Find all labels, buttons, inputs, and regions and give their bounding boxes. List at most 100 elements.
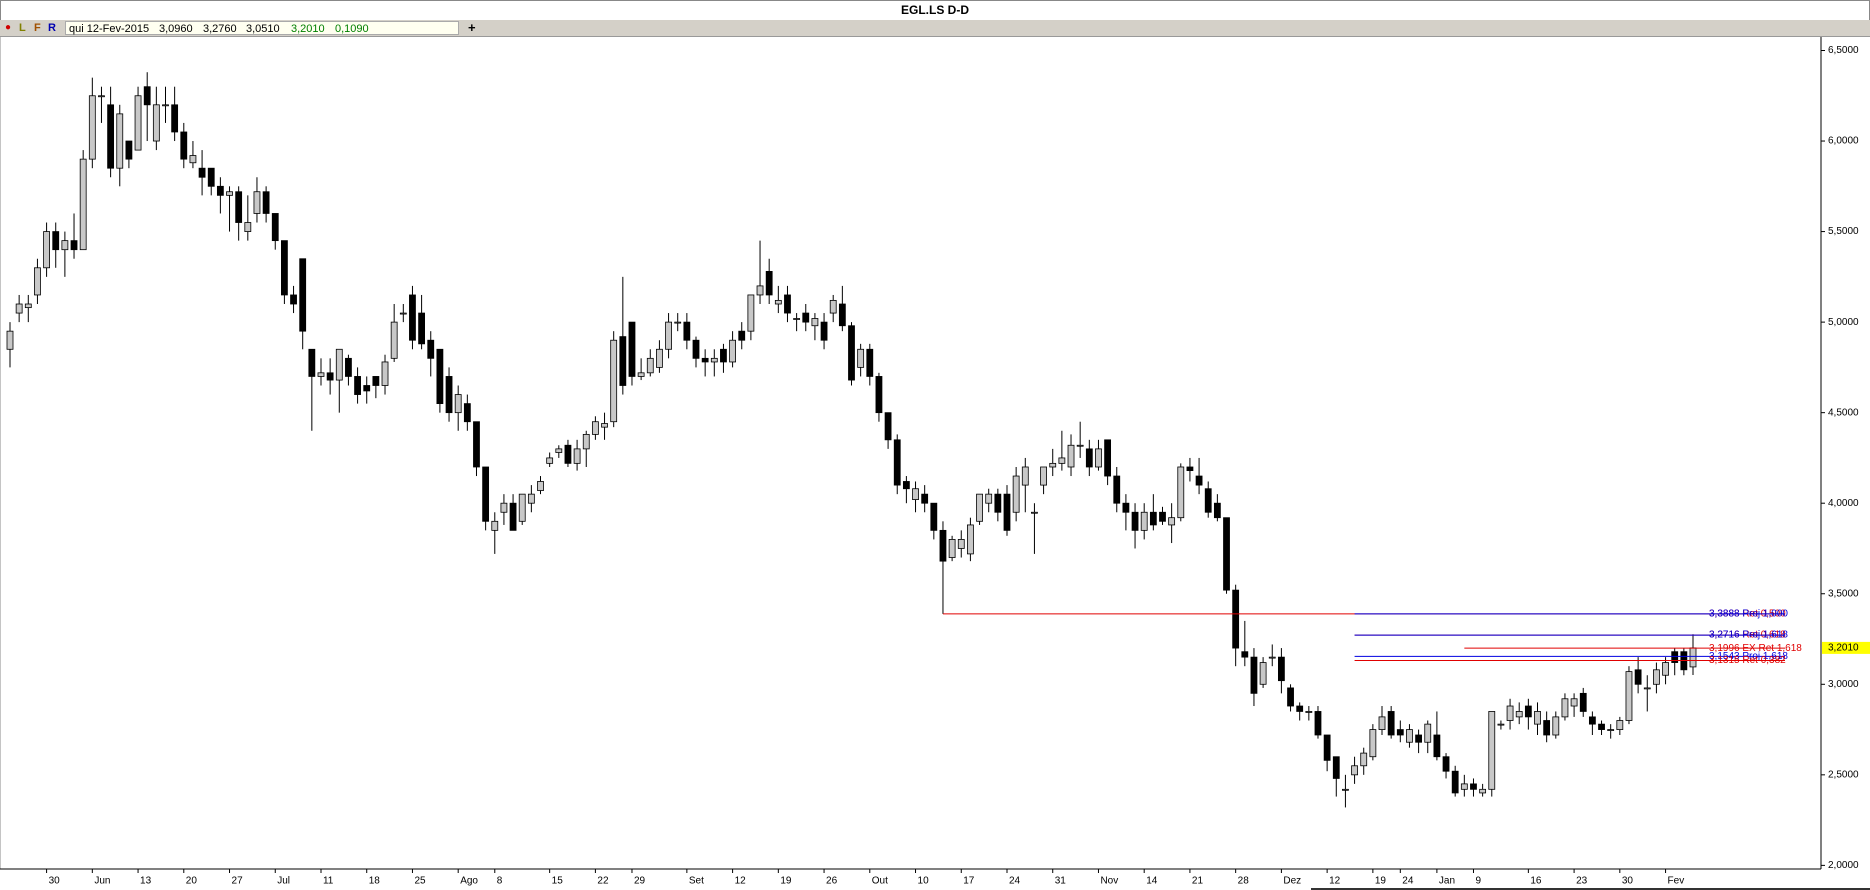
- candle-body: [628, 321, 636, 377]
- info-high: 3,2760: [203, 23, 237, 35]
- y-tick-label: 5,0000: [1828, 317, 1859, 328]
- x-tick-label: 16: [1530, 876, 1542, 887]
- candle-body: [1460, 783, 1468, 790]
- y-tick-label: 6,5000: [1828, 45, 1859, 56]
- candle-body: [34, 267, 41, 296]
- candle-body: [582, 433, 590, 450]
- candle-body: [1369, 729, 1377, 758]
- x-tick-label: 12: [1329, 876, 1341, 887]
- candle-body: [1689, 647, 1697, 668]
- candle-body: [610, 339, 618, 423]
- x-tick-label: Jun: [94, 876, 110, 887]
- y-tick-label: 3,0000: [1828, 679, 1859, 690]
- candle-body: [1186, 466, 1194, 472]
- x-tick-label: Dez: [1283, 876, 1301, 887]
- candle-body: [1552, 716, 1560, 736]
- candle-body: [1168, 517, 1176, 526]
- info-close: 3,2010: [291, 23, 325, 35]
- x-tick-label: 22: [597, 876, 609, 887]
- x-tick-label: 29: [634, 876, 646, 887]
- candle-body: [162, 104, 169, 107]
- candle-body: [948, 539, 956, 558]
- candle-body: [1442, 756, 1450, 772]
- candle-body: [1497, 723, 1505, 726]
- candle-body: [811, 318, 819, 327]
- add-button[interactable]: +: [468, 20, 476, 35]
- button-l[interactable]: L: [19, 22, 26, 34]
- candle-body: [555, 448, 563, 453]
- candle-body: [701, 357, 709, 363]
- candle-body: [1159, 511, 1166, 522]
- candle-body: [601, 423, 608, 428]
- candle-body: [262, 191, 270, 214]
- candle-body: [1122, 502, 1130, 513]
- x-tick-label: Jul: [277, 876, 290, 887]
- x-tick-label: 19: [1375, 876, 1387, 887]
- candle-body: [70, 240, 78, 251]
- candle-body: [994, 493, 1002, 513]
- candle-body: [957, 539, 965, 549]
- candle-body: [1534, 711, 1541, 725]
- candle-body: [116, 113, 124, 169]
- x-tick-label: 17: [963, 876, 975, 887]
- candle-body: [1588, 716, 1596, 725]
- x-tick-label: 21: [1192, 876, 1204, 887]
- x-tick-label: 25: [414, 876, 426, 887]
- x-tick-label: 31: [1055, 876, 1067, 887]
- x-tick-label: 8: [497, 876, 503, 887]
- candle-body: [198, 167, 206, 178]
- candle-body: [1653, 669, 1660, 685]
- info-low: 3,0510: [246, 23, 280, 35]
- candle-body: [1296, 705, 1304, 712]
- level-label: 3,1996 EX Ret 1,618: [1709, 643, 1802, 654]
- candle-body: [1634, 669, 1642, 685]
- candle-body: [1250, 656, 1258, 694]
- y-tick-label: 5,5000: [1828, 226, 1859, 237]
- candle-body: [537, 481, 544, 491]
- candle-body: [1396, 729, 1404, 736]
- candle-body: [299, 258, 307, 332]
- candle-body: [1351, 765, 1358, 776]
- candle-body: [354, 376, 361, 395]
- x-tick-label: Jan: [1439, 876, 1455, 887]
- candle-body: [656, 348, 663, 368]
- candle-body: [24, 303, 32, 309]
- candle-body: [500, 502, 508, 513]
- candle-body: [829, 299, 837, 314]
- candle-body: [1488, 711, 1496, 790]
- candle-body: [747, 294, 755, 332]
- candle-body: [1040, 466, 1047, 486]
- candle-body: [244, 222, 252, 232]
- candle-body: [591, 421, 599, 435]
- candle-body: [765, 271, 773, 296]
- x-tick-label: 11: [323, 876, 334, 887]
- candle-body: [1012, 475, 1020, 513]
- candle-body: [1643, 687, 1651, 690]
- candle-body: [43, 231, 50, 269]
- button-f[interactable]: F: [34, 22, 41, 34]
- x-tick-label: 19: [780, 876, 792, 887]
- candle-body: [61, 240, 69, 251]
- x-tick-label: 26: [826, 876, 838, 887]
- candle-body: [1415, 734, 1422, 743]
- candle-body: [1607, 729, 1615, 731]
- candle-body: [692, 339, 700, 359]
- candle-body: [1470, 783, 1477, 790]
- level-label: 3,1315 Ret 0,382: [1709, 655, 1786, 666]
- candle-body: [1131, 511, 1139, 531]
- candle-body: [427, 339, 435, 359]
- candle-body: [125, 140, 133, 160]
- candle-body: [1058, 457, 1066, 464]
- candle-body: [884, 412, 892, 441]
- candle-body: [683, 321, 691, 341]
- button-r[interactable]: R: [48, 22, 56, 34]
- candle-body: [235, 191, 243, 223]
- candle-body: [491, 520, 499, 531]
- candle-body: [216, 185, 224, 196]
- candle-body: [6, 330, 14, 350]
- candle-body: [1287, 687, 1294, 707]
- y-tick-label: 2,5000: [1828, 769, 1859, 780]
- candle-body: [912, 488, 919, 500]
- candle-body: [838, 303, 846, 327]
